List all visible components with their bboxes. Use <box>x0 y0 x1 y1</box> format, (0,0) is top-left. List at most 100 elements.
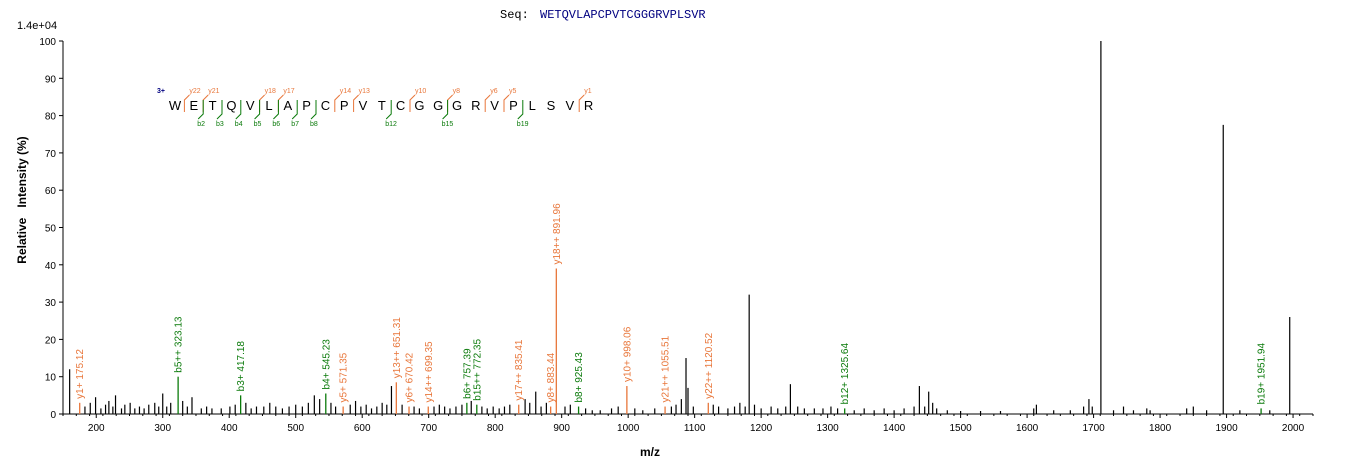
ladder-residue: V <box>490 98 499 113</box>
x-tick-label: 500 <box>287 423 304 434</box>
y-tick-label: 20 <box>45 335 57 346</box>
y-ion-marker: y14 <box>340 88 351 95</box>
y-ion-label: y18++ 891.96 <box>552 203 563 265</box>
b-ion-marker: b19 <box>517 121 529 128</box>
ladder-residue: L <box>265 98 272 113</box>
ladder-residue: R <box>471 98 480 113</box>
x-tick-label: 1000 <box>617 423 640 434</box>
b-ion-bracket <box>442 100 449 120</box>
max-intensity-label: 1.4e+04 <box>17 20 58 32</box>
x-tick-label: 1500 <box>949 423 972 434</box>
y-ion-bracket <box>484 94 491 112</box>
ladder-residue: C <box>396 98 405 113</box>
peak-annotations: y1+ 175.12 b5++ 323.13 b3+ 417.18 b4+ 545.2… <box>75 203 1268 414</box>
y-ion-bracket <box>334 94 341 112</box>
b-ion-label: b12+ 1325.64 <box>840 343 851 405</box>
x-tick-label: 1700 <box>1082 423 1105 434</box>
y-ion-label: y17++ 835.41 <box>514 339 525 401</box>
b-ion-label: b5++ 323.13 <box>174 316 185 373</box>
ladder-residue: V <box>565 98 574 113</box>
chart-axes: 0 10 20 30 40 50 60 70 80 90 100 200 300 400 500 600 700… <box>39 37 1314 434</box>
b-ion-label: b3+ 417.18 <box>236 341 247 392</box>
b-ion-marker: b6 <box>272 121 280 128</box>
y-tick-label: 0 <box>50 410 56 421</box>
b-ion-marker: b3 <box>216 121 224 128</box>
ladder-residue: V <box>359 98 368 113</box>
ladder-residue: G <box>452 98 462 113</box>
y-ion-marker: y1 <box>584 88 592 95</box>
ladder-residue: P <box>509 98 518 113</box>
y-ion-marker: y13 <box>359 88 370 95</box>
y-tick-label: 60 <box>45 186 57 197</box>
b-ion-marker: b8 <box>310 121 318 128</box>
b-ion-label: b8+ 925.43 <box>574 352 585 403</box>
y-tick-label: 70 <box>45 149 57 160</box>
charge-state-label: 3+ <box>157 88 165 95</box>
ladder-residue: A <box>283 98 292 113</box>
x-tick-label: 600 <box>354 423 371 434</box>
b-ion-bracket <box>254 100 261 120</box>
y-ion-bracket <box>183 94 190 112</box>
ladder-residue: E <box>189 98 198 113</box>
y-tick-label: 90 <box>45 74 57 85</box>
y-ion-label: y14++ 699.35 <box>424 341 435 403</box>
x-tick-label: 1600 <box>1016 423 1039 434</box>
y-tick-label: 40 <box>45 261 57 272</box>
x-tick-label: 800 <box>487 423 504 434</box>
b-ion-bracket <box>197 100 204 120</box>
y-ion-label: y22++ 1120.52 <box>704 332 715 398</box>
x-tick-label: 1900 <box>1215 423 1238 434</box>
b-ion-label: b19+ 1951.94 <box>1257 343 1268 405</box>
b-ion-marker: b5 <box>254 121 262 128</box>
y-ion-marker: y5 <box>509 88 517 95</box>
b-ion-bracket <box>385 100 392 120</box>
y-ion-bracket <box>259 94 265 112</box>
x-tick-label: 700 <box>420 423 437 434</box>
peak-series <box>69 41 1291 414</box>
b-ion-marker: b7 <box>291 121 299 128</box>
ladder-residue: G <box>433 98 443 113</box>
y-ion-marker: y17 <box>283 88 294 95</box>
ladder-residue: L <box>529 98 536 113</box>
y-ion-bracket <box>578 94 585 112</box>
ladder-residue: S <box>547 98 556 113</box>
y-ion-marker: y21 <box>208 88 219 95</box>
y-ion-label: y1+ 175.12 <box>75 349 86 399</box>
y-tick-label: 50 <box>45 224 57 235</box>
x-tick-label: 1800 <box>1149 423 1172 434</box>
ladder-residue: P <box>302 98 311 113</box>
ladder-residue: Q <box>226 98 236 113</box>
ladder-residue: W <box>169 98 182 113</box>
x-tick-label: 200 <box>88 423 105 434</box>
x-tick-label: 2000 <box>1282 423 1305 434</box>
y-axis-title: Relative Intensity (%) <box>15 136 29 263</box>
b-ion-label: b15++ 772.35 <box>472 339 483 401</box>
b-ion-bracket <box>291 100 298 120</box>
x-tick-label: 400 <box>221 423 238 434</box>
ladder-residue: T <box>378 98 386 113</box>
y-tick-label: 100 <box>39 37 56 48</box>
y-ion-marker: y8 <box>453 88 461 95</box>
y-ion-label: y5+ 571.35 <box>339 352 350 402</box>
x-tick-label: 900 <box>553 423 570 434</box>
y-ion-marker: y18 <box>265 88 276 95</box>
ladder-residue: G <box>414 98 424 113</box>
y-ion-bracket <box>202 94 209 112</box>
ladder-residue: T <box>209 98 217 113</box>
y-ion-label: y21++ 1055.51 <box>661 335 672 402</box>
b-ion-label: b4+ 545.23 <box>321 339 332 390</box>
b-ion-label: b6+ 757.39 <box>462 348 473 399</box>
ladder-residue: C <box>321 98 330 113</box>
x-tick-label: 300 <box>154 423 171 434</box>
y-ion-label: y6+ 670.42 <box>405 352 416 402</box>
y-ion-marker: y22 <box>189 88 200 95</box>
y-ion-bracket <box>503 94 510 112</box>
peptide-sequence: WETQVLAPCPVTCGGGRVPLSVR <box>540 8 706 22</box>
x-tick-label: 1100 <box>684 423 706 434</box>
b-ion-bracket <box>517 100 524 120</box>
b-ion-marker: b2 <box>197 121 205 128</box>
b-ion-bracket <box>310 100 317 120</box>
y-ion-bracket <box>409 94 416 112</box>
